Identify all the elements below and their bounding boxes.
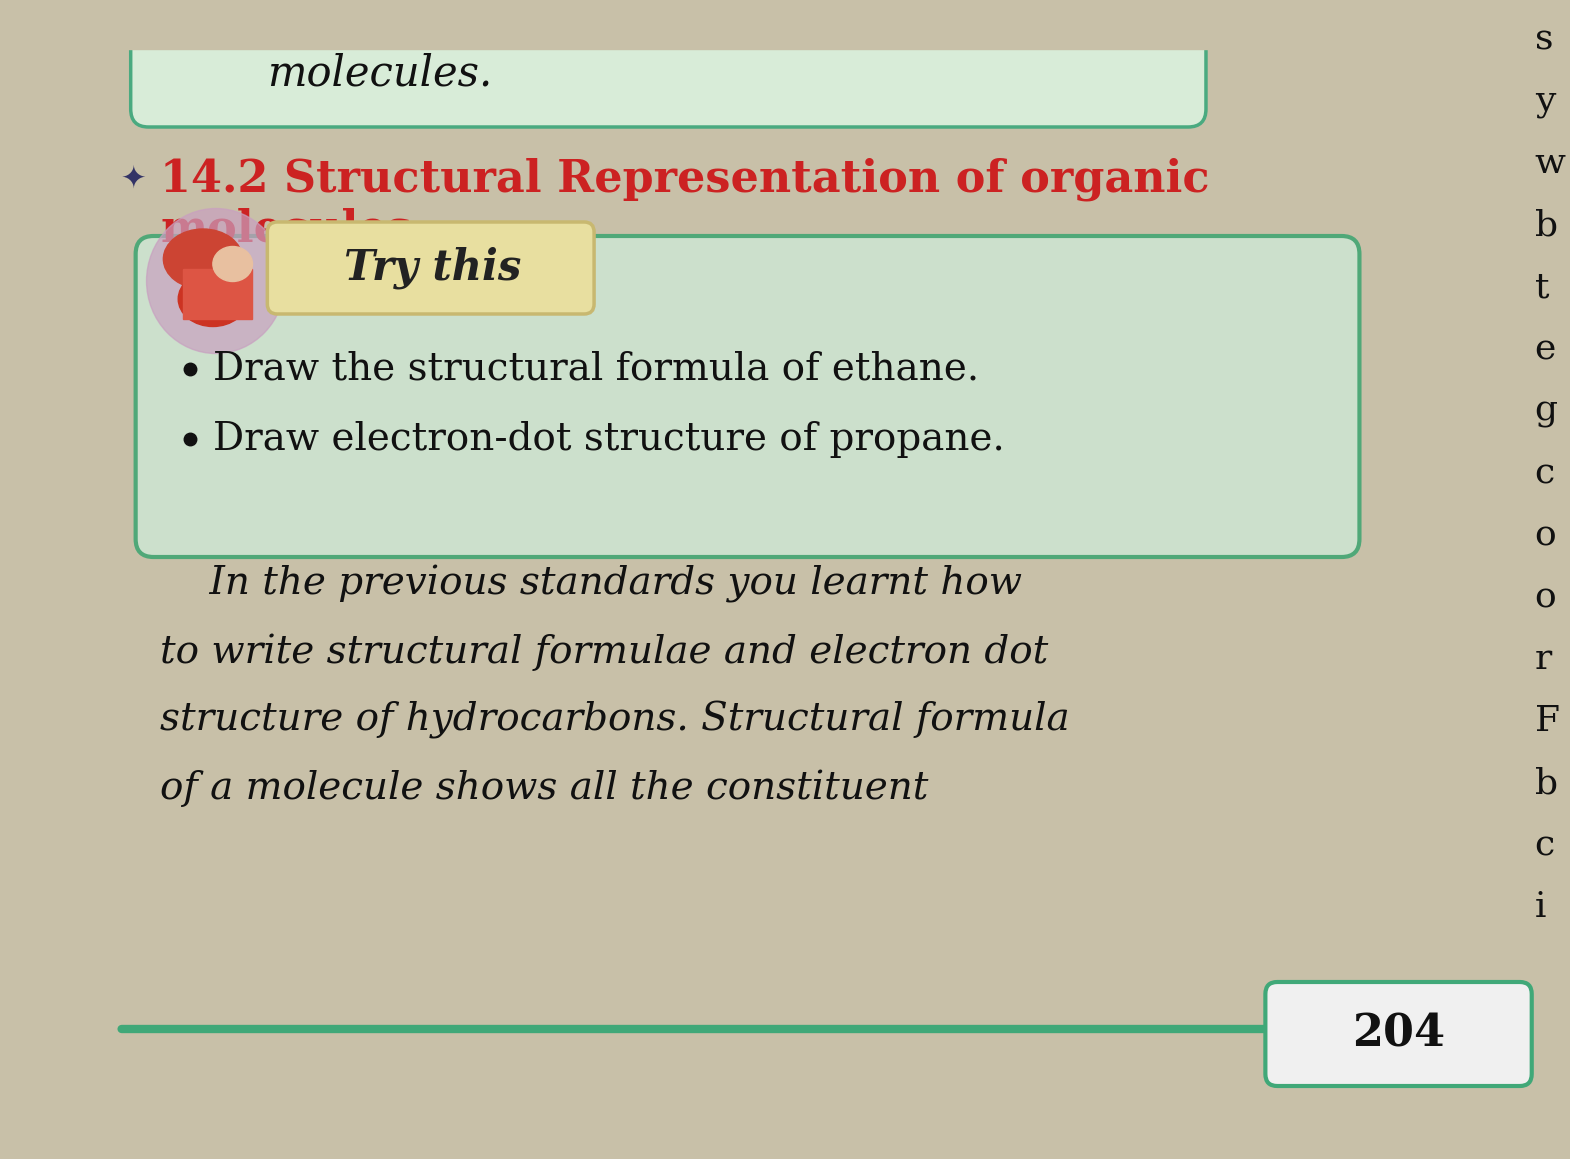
Text: c: c (1535, 455, 1554, 490)
Text: ✦: ✦ (121, 165, 146, 194)
Text: to write structural formulae and electron dot: to write structural formulae and electro… (160, 633, 1049, 671)
Text: molecules: molecules (160, 207, 413, 250)
Ellipse shape (179, 271, 248, 327)
Text: i: i (1535, 890, 1546, 924)
Text: t: t (1535, 270, 1550, 304)
Text: molecules.: molecules. (267, 53, 493, 95)
Text: c: c (1535, 828, 1554, 862)
Text: s: s (1535, 22, 1553, 56)
Text: F: F (1535, 704, 1559, 738)
FancyBboxPatch shape (1265, 982, 1532, 1086)
Text: 14.2 Structural Representation of organic: 14.2 Structural Representation of organi… (160, 158, 1210, 201)
Text: y: y (1535, 83, 1554, 118)
Text: structure of hydrocarbons. Structural formula: structure of hydrocarbons. Structural fo… (160, 701, 1071, 739)
Bar (0, 0, 1554, 49)
Text: of a molecule shows all the constituent: of a molecule shows all the constituent (160, 770, 929, 807)
Text: 204: 204 (1352, 1013, 1446, 1056)
Text: In the previous standards you learnt how: In the previous standards you learnt how (160, 564, 1022, 603)
Text: o: o (1535, 580, 1556, 614)
Text: w: w (1535, 146, 1565, 180)
Text: Draw the structural formula of ethane.: Draw the structural formula of ethane. (214, 350, 980, 387)
Text: g: g (1535, 394, 1557, 428)
Text: e: e (1535, 331, 1556, 366)
Text: Try this: Try this (344, 247, 521, 290)
Bar (184, 269, 253, 319)
FancyBboxPatch shape (135, 236, 1360, 557)
FancyBboxPatch shape (130, 0, 1206, 127)
FancyBboxPatch shape (267, 223, 593, 314)
Ellipse shape (163, 229, 243, 289)
Ellipse shape (214, 247, 253, 282)
Text: r: r (1535, 642, 1553, 676)
Text: b: b (1535, 766, 1557, 800)
Text: b: b (1535, 207, 1557, 242)
Text: o: o (1535, 518, 1556, 552)
Ellipse shape (146, 209, 286, 353)
Text: Draw electron-dot structure of propane.: Draw electron-dot structure of propane. (214, 421, 1005, 458)
